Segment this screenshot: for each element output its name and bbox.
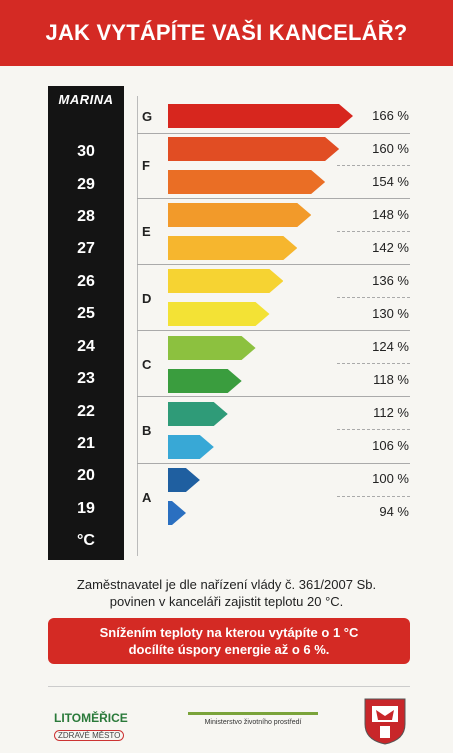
ministry-logo: Ministerstvo životního prostředí: [188, 712, 318, 726]
temp-label: 21: [77, 435, 95, 452]
level-arrow-shape: [168, 203, 312, 227]
footer-divider: [48, 686, 410, 687]
level-arrow-bar: [168, 302, 270, 326]
level-arrow-shape: [168, 435, 214, 459]
level-percent: 160 %: [372, 141, 409, 156]
level-arrow-bar: [168, 402, 228, 426]
level-arrow-bar: [168, 170, 326, 194]
temp-label: 22: [77, 403, 95, 420]
level-percent: 118 %: [373, 372, 409, 387]
grade-separator: [137, 330, 410, 331]
level-arrow-bar: [168, 369, 242, 393]
level-arrow-bar: [168, 501, 186, 525]
level-arrow-bar: [168, 468, 200, 492]
thermometer-brand: MARINA: [58, 92, 114, 107]
level-separator: [337, 165, 410, 166]
level-percent: 106 %: [372, 438, 409, 453]
grade-label-c: C: [142, 357, 152, 372]
level-percent: 94 %: [379, 504, 409, 519]
grade-separator: [137, 264, 410, 265]
city-tagline: ZDRAVÉ MĚSTO: [54, 730, 125, 741]
level-arrow-shape: [168, 336, 256, 360]
level-percent: 142 %: [372, 240, 409, 255]
header-banner: JAK VYTÁPÍTE VAŠI KANCELÁŘ?: [0, 0, 453, 66]
level-percent: 166 %: [372, 108, 409, 123]
level-arrow-shape: [168, 369, 242, 393]
alert-line: Snížením teploty na kterou vytápíte o 1 …: [99, 625, 359, 640]
scale-axis-line: [137, 96, 138, 556]
grade-label-f: F: [142, 158, 150, 173]
level-arrow-shape: [168, 501, 186, 525]
grade-separator: [137, 463, 410, 464]
temp-label: 19: [77, 500, 95, 517]
regulation-note-line: Zaměstnavatel je dle nařízení vlády č. 3…: [76, 577, 377, 592]
level-arrow-bar: [168, 137, 340, 161]
level-percent: 112 %: [373, 405, 409, 420]
grade-label-d: D: [142, 291, 152, 306]
litomerice-logo: LITOMĚŘICE ZDRAVÉ MĚSTO: [54, 711, 144, 741]
level-arrow-shape: [168, 104, 353, 128]
temp-label: 26: [77, 273, 95, 290]
level-arrow-shape: [168, 468, 200, 492]
level-percent: 100 %: [372, 471, 409, 486]
level-arrow-bar: [168, 236, 298, 260]
temp-label: 29: [77, 176, 95, 193]
grade-separator: [137, 396, 410, 397]
level-arrow-bar: [168, 435, 214, 459]
ministry-name: Ministerstvo životního prostředí: [204, 719, 302, 726]
temp-label: 28: [77, 208, 95, 225]
level-separator: [337, 429, 410, 430]
grade-label-a: A: [142, 490, 152, 505]
level-arrow-shape: [168, 137, 340, 161]
level-arrow-bar: [168, 104, 353, 128]
regulation-note: Zaměstnavatel je dle nařízení vlády č. 3…: [30, 576, 423, 610]
ministry-logo-bar: [188, 712, 318, 715]
level-separator: [337, 231, 410, 232]
grade-label-g: G: [142, 109, 153, 124]
level-arrow-shape: [168, 302, 270, 326]
temp-unit-label: °C: [77, 532, 95, 549]
page-title: JAK VYTÁPÍTE VAŠI KANCELÁŘ?: [45, 20, 408, 45]
energy-saving-alert: Snížením teploty na kterou vytápíte o 1 …: [48, 618, 410, 664]
level-percent: 124 %: [372, 339, 409, 354]
grade-label-e: E: [142, 224, 151, 239]
alert-line: docílíte úspory energie až o 6 %.: [128, 642, 330, 657]
level-percent: 154 %: [372, 174, 409, 189]
temp-label: 25: [77, 305, 95, 322]
level-arrow-shape: [168, 236, 298, 260]
temp-label: 27: [77, 240, 95, 257]
level-arrow-bar: [168, 203, 312, 227]
city-name: LITOMĚŘICE: [54, 711, 128, 725]
level-percent: 136 %: [372, 273, 409, 288]
temp-label: 20: [77, 467, 95, 484]
grade-separator: [137, 198, 410, 199]
level-arrow-bar: [168, 336, 256, 360]
level-arrow-shape: [168, 402, 228, 426]
level-separator: [337, 496, 410, 497]
temp-label: 30: [77, 143, 95, 160]
level-separator: [337, 363, 410, 364]
thermometer-strip: MARINA 30 29 28 27 26 25 24 23 22 21 20 …: [48, 86, 124, 560]
level-separator: [337, 297, 410, 298]
grade-label-b: B: [142, 423, 152, 438]
temp-label: 23: [77, 370, 95, 387]
level-arrow-shape: [168, 170, 326, 194]
city-crest-icon: [364, 698, 406, 745]
grade-separator: [137, 133, 410, 134]
level-arrow-shape: [168, 269, 284, 293]
temp-label: 24: [77, 338, 95, 355]
level-percent: 148 %: [372, 207, 409, 222]
regulation-note-line: povinen v kanceláři zajistit teplotu 20 …: [109, 594, 344, 609]
level-percent: 130 %: [372, 306, 409, 321]
level-arrow-bar: [168, 269, 284, 293]
